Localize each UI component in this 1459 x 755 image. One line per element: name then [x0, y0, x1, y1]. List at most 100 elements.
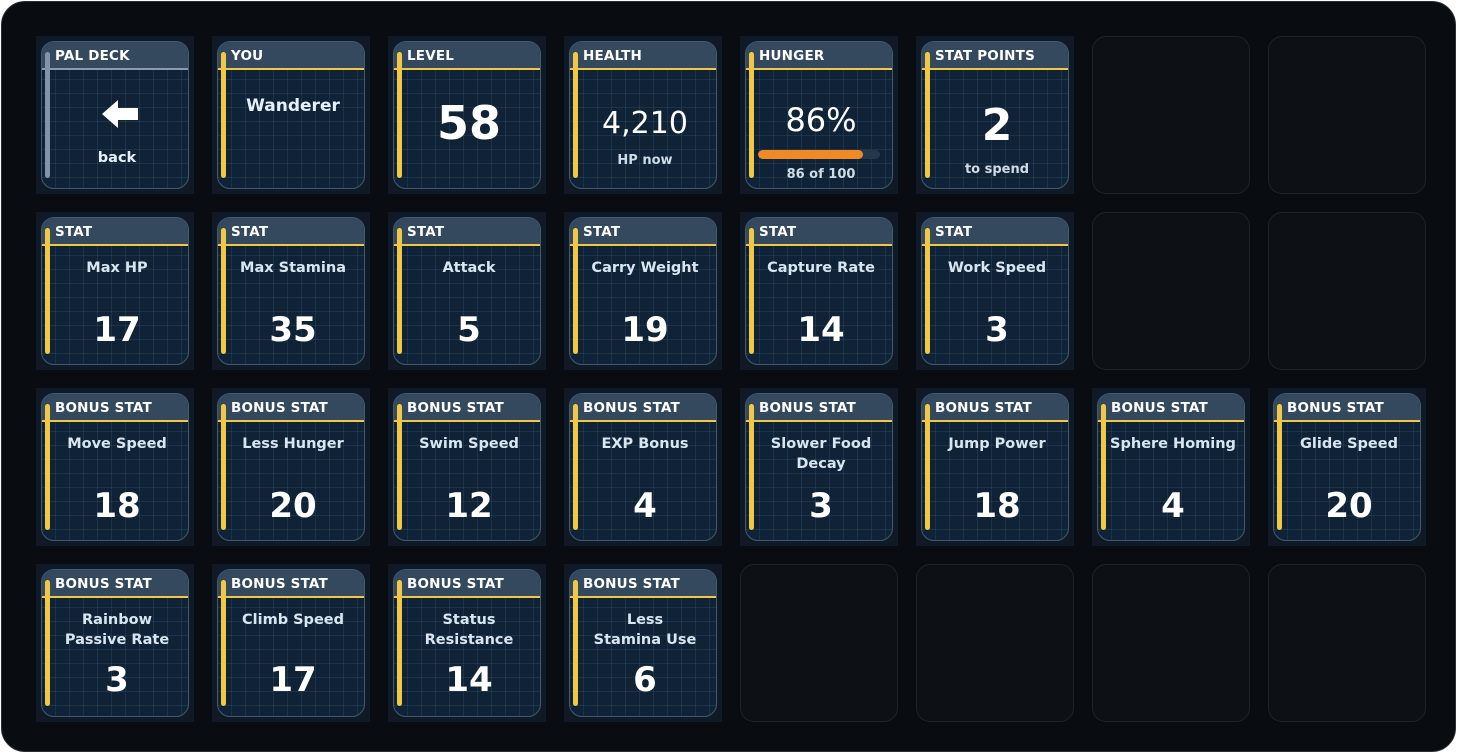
key-stat[interactable]: STAT Carry Weight 19	[564, 212, 722, 370]
tile-accent-bar	[45, 404, 50, 530]
tile-accent-bar	[45, 52, 50, 178]
empty-key[interactable]	[916, 564, 1074, 722]
bonus-stat-label: Glide Speed	[1300, 436, 1398, 452]
stat-label: Work Speed	[947, 260, 1047, 276]
stat-tile[interactable]: STAT Work Speed 3	[921, 217, 1069, 365]
tile-header: LEVEL	[394, 42, 540, 70]
bonus-stat-label: Less Hunger	[242, 436, 344, 452]
key-bonus-stat[interactable]: BONUS STAT EXP Bonus 4	[564, 388, 722, 546]
tile-accent-bar	[925, 404, 930, 530]
empty-key[interactable]	[1092, 36, 1250, 194]
tile-accent-bar	[1101, 404, 1106, 530]
key-stat-points[interactable]: STAT POINTS 2 to spend	[916, 36, 1074, 194]
key-bonus-stat[interactable]: BONUS STAT Rainbow Passive Rate 3	[36, 564, 194, 722]
tile-header-text: STAT	[935, 224, 973, 240]
bonus-stat-label: Climb Speed	[242, 612, 344, 628]
tile-header-text: BONUS STAT	[407, 576, 504, 592]
bonus-stat-label: Move Speed	[67, 436, 167, 452]
bonus-stat-tile[interactable]: BONUS STAT Less Hunger 20	[217, 393, 365, 541]
stat-tile[interactable]: STAT Attack 5	[393, 217, 541, 365]
bonus-stat-value: 20	[1325, 486, 1373, 526]
empty-key[interactable]	[1268, 36, 1426, 194]
tile-header: STAT POINTS	[922, 42, 1068, 70]
bonus-stat-tile[interactable]: BONUS STAT Jump Power 18	[921, 393, 1069, 541]
key-bonus-stat[interactable]: BONUS STAT Less Hunger 20	[212, 388, 370, 546]
stat-label: Carry Weight	[591, 260, 699, 276]
bonus-stat-value: 6	[633, 660, 657, 700]
tile-header-text: BONUS STAT	[583, 576, 680, 592]
bonus-stat-tile[interactable]: BONUS STAT Slower Food Decay 3	[745, 393, 893, 541]
stat-points-value: 2	[981, 100, 1013, 151]
stat-tile[interactable]: STAT Capture Rate 14	[745, 217, 893, 365]
empty-key[interactable]	[1092, 212, 1250, 370]
tile-header-text: BONUS STAT	[1287, 400, 1384, 416]
key-bonus-stat[interactable]: BONUS STAT Status Resistance 14	[388, 564, 546, 722]
back-tile[interactable]: PAL DECK back	[41, 41, 189, 189]
key-bonus-stat[interactable]: BONUS STAT Climb Speed 17	[212, 564, 370, 722]
stat-points-sub: to spend	[964, 162, 1030, 177]
tile-header: BONUS STAT	[746, 394, 892, 422]
key-bonus-stat[interactable]: BONUS STAT Jump Power 18	[916, 388, 1074, 546]
hunger-value: 86%	[785, 101, 857, 139]
key-health[interactable]: HEALTH 4,210 HP now	[564, 36, 722, 194]
stat-tile[interactable]: STAT Max HP 17	[41, 217, 189, 365]
bonus-stat-tile[interactable]: BONUS STAT Status Resistance 14	[393, 569, 541, 717]
bonus-stat-tile[interactable]: BONUS STAT Less Stamina Use 6	[569, 569, 717, 717]
tile-header: STAT	[922, 218, 1068, 246]
key-bonus-stat[interactable]: BONUS STAT Glide Speed 20	[1268, 388, 1426, 546]
bonus-stat-tile[interactable]: BONUS STAT Swim Speed 12	[393, 393, 541, 541]
tile-header: HUNGER	[746, 42, 892, 70]
tile-header-text: BONUS STAT	[935, 400, 1032, 416]
key-bonus-stat[interactable]: BONUS STAT Slower Food Decay 3	[740, 388, 898, 546]
you-tile[interactable]: YOU Wanderer	[217, 41, 365, 189]
stat-points-tile[interactable]: STAT POINTS 2 to spend	[921, 41, 1069, 189]
key-stat[interactable]: STAT Attack 5	[388, 212, 546, 370]
tile-header-text: STAT	[583, 224, 621, 240]
bonus-stat-tile[interactable]: BONUS STAT EXP Bonus 4	[569, 393, 717, 541]
bonus-stat-value: 20	[269, 486, 317, 526]
tile-header: STAT	[218, 218, 364, 246]
key-hunger[interactable]: HUNGER 86% 86 of 100	[740, 36, 898, 194]
bonus-stat-tile[interactable]: BONUS STAT Glide Speed 20	[1273, 393, 1421, 541]
key-stat[interactable]: STAT Max Stamina 35	[212, 212, 370, 370]
key-stat[interactable]: STAT Work Speed 3	[916, 212, 1074, 370]
tile-header-text: BONUS STAT	[583, 400, 680, 416]
tile-accent-bar	[397, 228, 402, 354]
bonus-stat-tile[interactable]: BONUS STAT Sphere Homing 4	[1097, 393, 1245, 541]
empty-key[interactable]	[740, 564, 898, 722]
bonus-stat-value: 4	[633, 486, 657, 526]
tile-accent-bar	[221, 228, 226, 354]
tile-header-text: BONUS STAT	[55, 400, 152, 416]
tile-accent-bar	[221, 52, 226, 178]
level-tile[interactable]: LEVEL 58	[393, 41, 541, 189]
key-stat[interactable]: STAT Capture Rate 14	[740, 212, 898, 370]
hunger-tile[interactable]: HUNGER 86% 86 of 100	[745, 41, 893, 189]
hunger-progress-fill	[758, 150, 863, 159]
key-stat[interactable]: STAT Max HP 17	[36, 212, 194, 370]
bonus-stat-value: 14	[445, 660, 493, 700]
key-bonus-stat[interactable]: BONUS STAT Swim Speed 12	[388, 388, 546, 546]
key-bonus-stat[interactable]: BONUS STAT Less Stamina Use 6	[564, 564, 722, 722]
key-back[interactable]: PAL DECK back	[36, 36, 194, 194]
stat-tile[interactable]: STAT Max Stamina 35	[217, 217, 365, 365]
bonus-stat-tile[interactable]: BONUS STAT Move Speed 18	[41, 393, 189, 541]
key-you[interactable]: YOU Wanderer	[212, 36, 370, 194]
tile-accent-bar	[45, 580, 50, 706]
key-bonus-stat[interactable]: BONUS STAT Move Speed 18	[36, 388, 194, 546]
bonus-stat-tile[interactable]: BONUS STAT Rainbow Passive Rate 3	[41, 569, 189, 717]
health-tile[interactable]: HEALTH 4,210 HP now	[569, 41, 717, 189]
tile-header: BONUS STAT	[922, 394, 1068, 422]
tile-header: PAL DECK	[42, 42, 188, 70]
stat-tile[interactable]: STAT Carry Weight 19	[569, 217, 717, 365]
empty-key[interactable]	[1092, 564, 1250, 722]
tile-header: STAT	[570, 218, 716, 246]
key-level[interactable]: LEVEL 58	[388, 36, 546, 194]
empty-key[interactable]	[1268, 212, 1426, 370]
bonus-stat-tile[interactable]: BONUS STAT Climb Speed 17	[217, 569, 365, 717]
tile-header: BONUS STAT	[42, 394, 188, 422]
tile-header: HEALTH	[570, 42, 716, 70]
bonus-stat-label: Sphere Homing	[1110, 436, 1236, 452]
key-bonus-stat[interactable]: BONUS STAT Sphere Homing 4	[1092, 388, 1250, 546]
tile-header: BONUS STAT	[1098, 394, 1244, 422]
empty-key[interactable]	[1268, 564, 1426, 722]
